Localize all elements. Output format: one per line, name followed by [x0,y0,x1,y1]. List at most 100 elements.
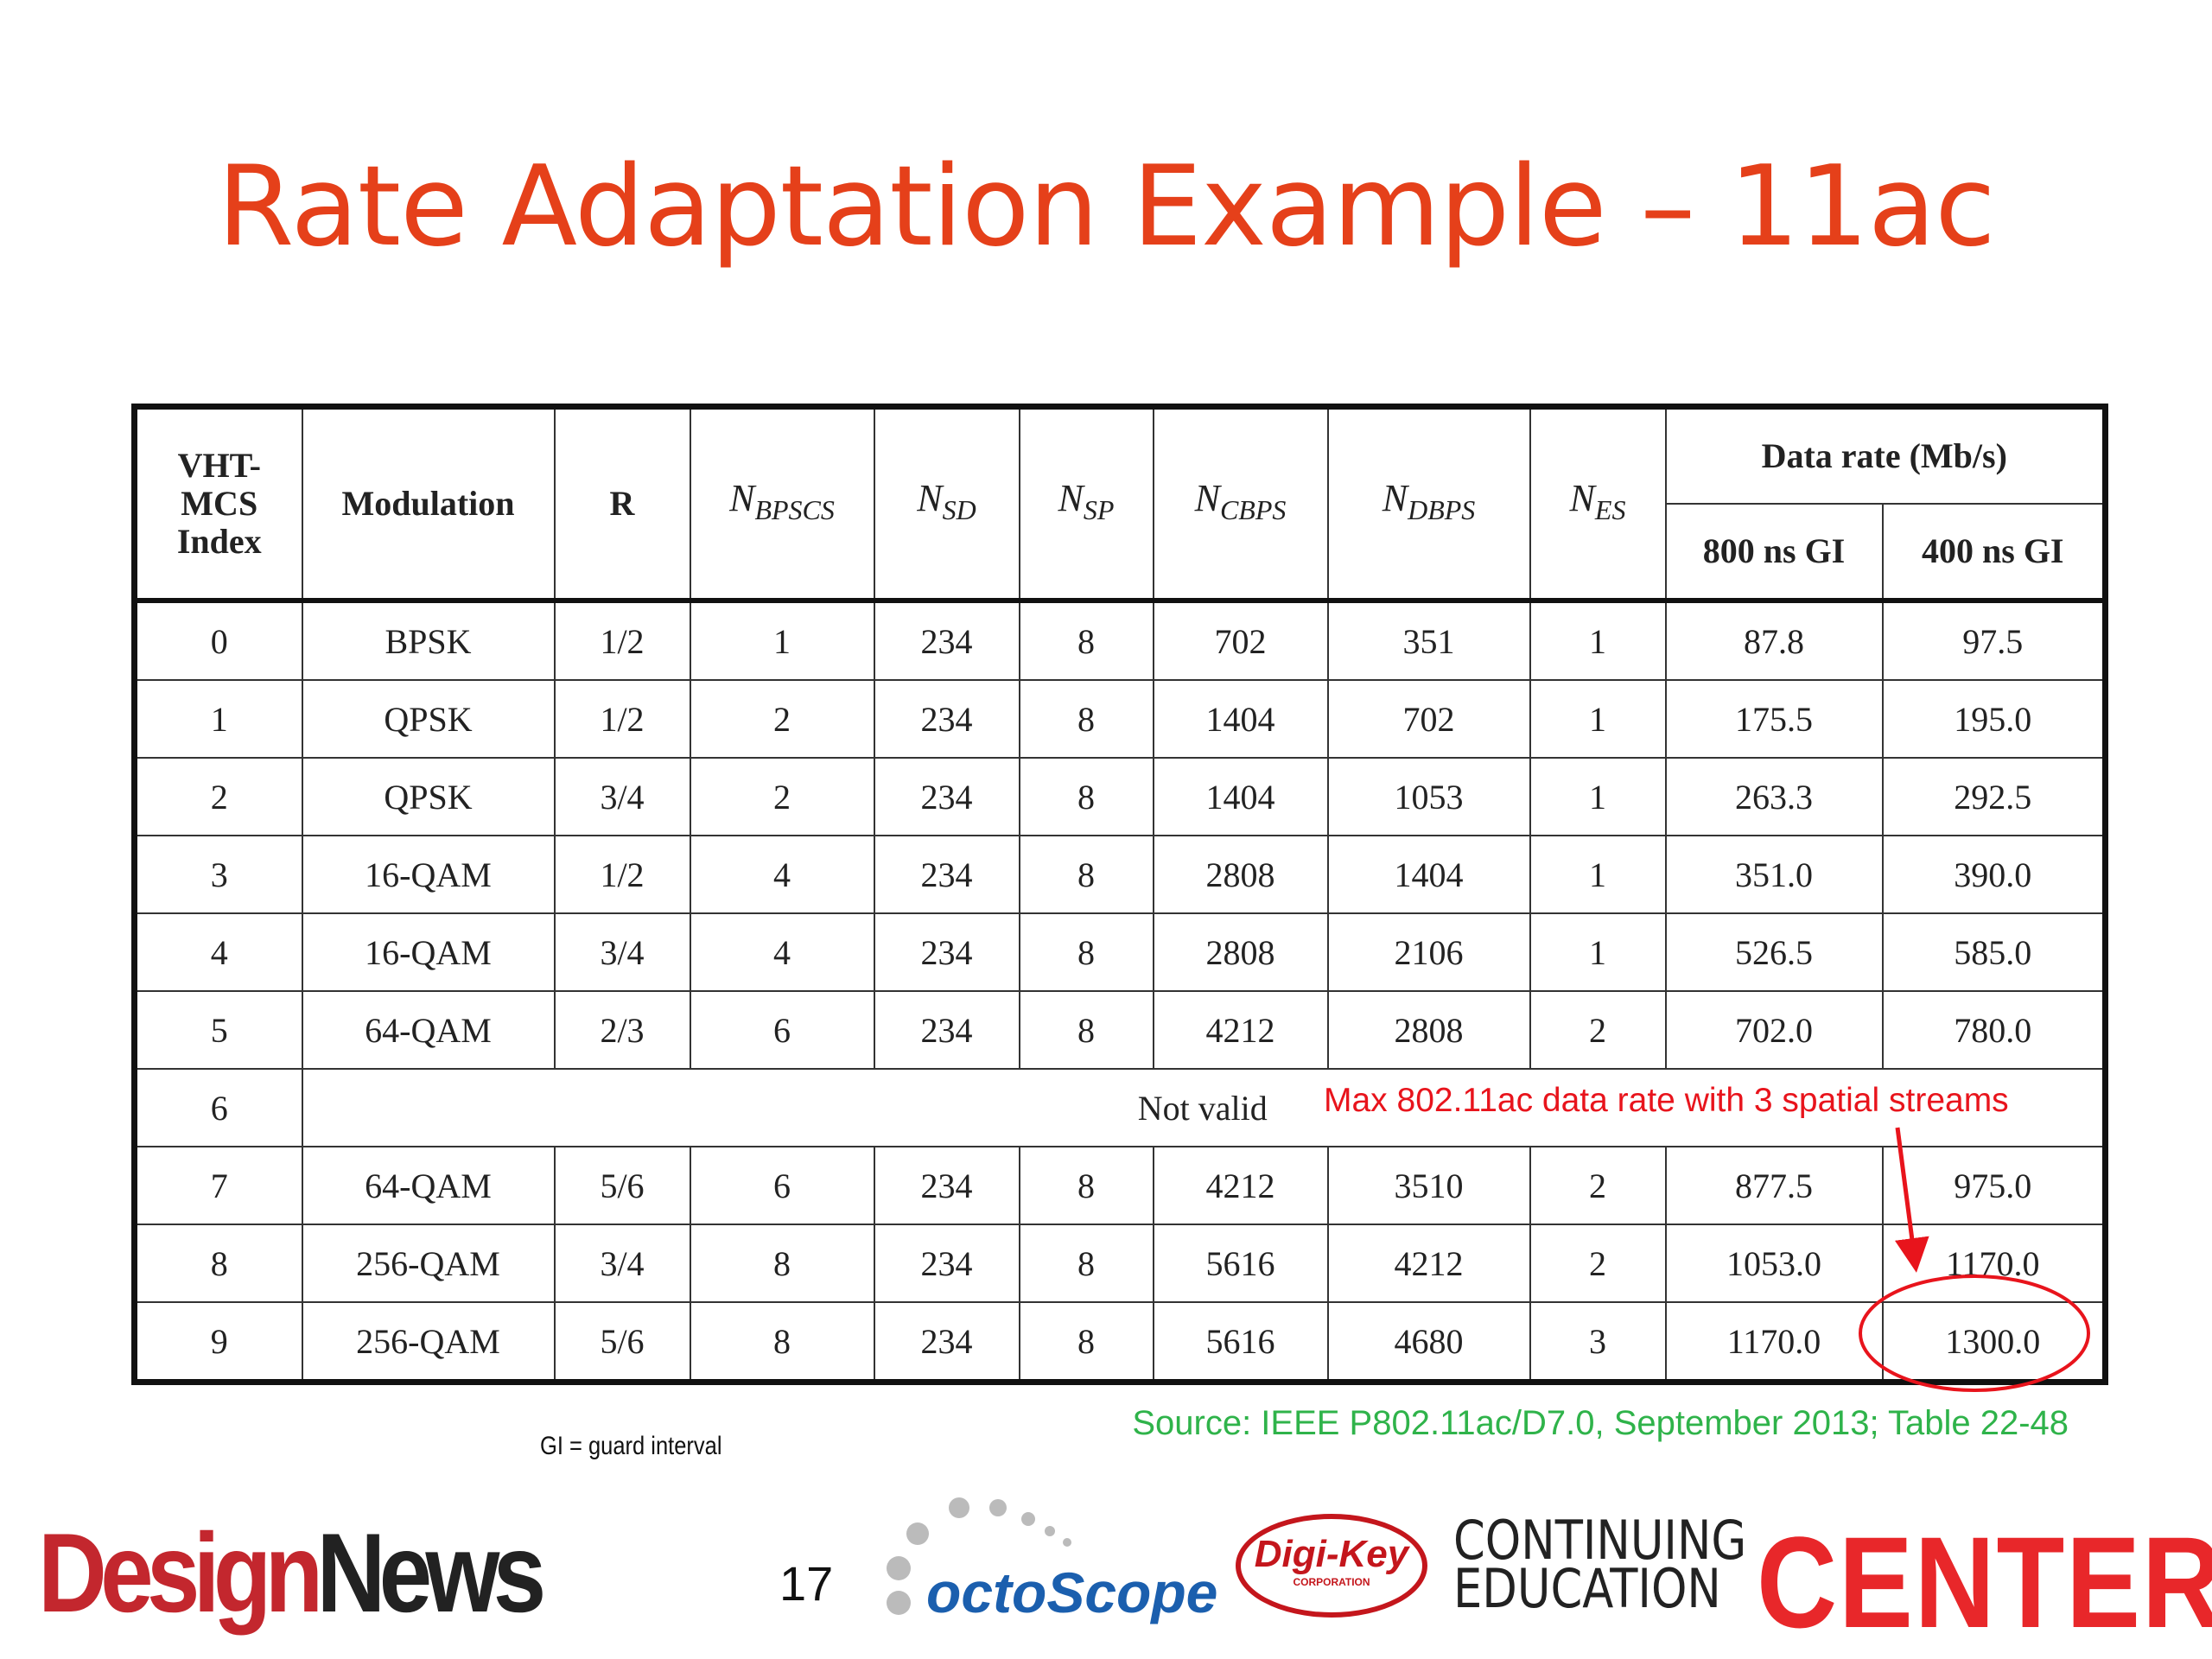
cell: 234 [873,757,1020,836]
cell: 1300.0 [1881,1301,2107,1383]
cell: 5/6 [553,1146,691,1225]
cell: 351 [1326,600,1531,681]
cell: 3/4 [553,757,691,836]
cell: 6 [689,1146,875,1225]
header-sub: CBPS [1219,493,1287,525]
cell: 1 [1529,757,1667,836]
cell: 1404 [1152,679,1329,759]
data-row: 3 16-QAM 1/2 4 234 8 2808 1404 1 351.0 390.0 [133,835,2107,914]
header-main: N [1382,476,1408,519]
cell: 4 [133,912,303,992]
cell: 1 [1529,679,1667,759]
header-line: MCS [181,484,258,523]
cell: 975.0 [1881,1146,2107,1225]
cell: 234 [873,1146,1020,1225]
cell: 2/3 [553,990,691,1070]
header-cell: VHT- MCS Index [133,405,303,603]
designnews-logo: DesignNews [38,1508,546,1637]
cell: 3510 [1326,1146,1531,1225]
cell: 4 [689,835,875,914]
header-cell: Modulation [301,405,556,603]
data-row: 8 256-QAM 3/4 8 234 8 5616 4212 2 1053.0 1170.0 [133,1224,2107,1303]
cell: 2 [1529,990,1667,1070]
subheader-row: 800 ns GI 400 ns GI [135,503,2107,603]
header-text: Modulation [341,484,515,523]
cell: QPSK [301,757,556,836]
cell: 8 [1018,679,1154,759]
cell: 195.0 [1881,679,2107,759]
data-row: 5 64-QAM 2/3 6 234 8 4212 2808 2 702.0 780.0 [133,990,2107,1070]
cell: 87.8 [1664,600,1884,681]
cell: 4212 [1152,1146,1329,1225]
cell: 2808 [1152,835,1329,914]
cell: 6 [133,1068,303,1147]
header-sub: DBPS [1408,493,1476,525]
header-cell: NSD [873,405,1020,603]
cell: 780.0 [1881,990,2107,1070]
header-cell: NSP [1018,405,1154,603]
data-row: 7 64-QAM 5/6 6 234 8 4212 3510 2 877.5 975.0 [133,1146,2107,1225]
cell: 64-QAM [301,1146,556,1225]
cell: 64-QAM [301,990,556,1070]
header-line: VHT- [177,446,261,485]
cell: 1 [689,600,875,681]
cell: 3/4 [553,912,691,992]
highlight-ellipse [1859,1274,2090,1392]
cell: 526.5 [1664,912,1884,992]
cell: 5616 [1152,1224,1329,1303]
center-logo: CENTER [1757,1510,2212,1655]
data-row: 1 QPSK 1/2 2 234 8 1404 702 1 175.5 195.0 [133,679,2107,759]
cell: 2 [133,757,303,836]
page-number: 17 [779,1556,834,1611]
rate-table: VHT- MCS Index Modulation R NBPSCS NSD NSP NCBPS… [131,404,2108,1385]
header-cell: NDBPS [1326,405,1531,603]
data-row: 2 QPSK 3/4 2 234 8 1404 1053 1 263.3 292.5 [133,757,2107,836]
cell: 97.5 [1881,600,2107,681]
cell: 4212 [1326,1224,1531,1303]
header-sub: ES [1594,493,1626,525]
header-sub: BPSCS [754,493,835,525]
cell: 4 [689,912,875,992]
cell: 702 [1326,679,1531,759]
cell: 8 [1018,757,1154,836]
header-text: R [609,484,635,523]
header-cell: NCBPS [1152,405,1329,603]
cell: BPSK [301,600,556,681]
cell: 3 [133,835,303,914]
header-main: N [729,476,755,519]
data-row: 6 Not valid [133,1068,2107,1147]
cell: 2808 [1326,990,1531,1070]
cell: 1 [133,679,303,759]
cell: 234 [873,912,1020,992]
cell: 1053 [1326,757,1531,836]
cell: 16-QAM [301,835,556,914]
header-main: N [1058,476,1084,519]
subheader-cell: 400 ns GI [1881,503,2107,603]
cell: 6 [689,990,875,1070]
digikey-logo: Digi-Key CORPORATION [1236,1514,1427,1618]
octoscope-logo: octoScope [926,1560,1218,1624]
cell: 8 [1018,912,1154,992]
header-row: VHT- MCS Index Modulation R NBPSCS NSD NSP NCBPS… [133,405,2107,603]
cell: 9 [133,1301,303,1383]
cell: 256-QAM [301,1301,556,1383]
ce-logo: CONTINUING EDUCATION [1453,1514,1746,1620]
cell: 8 [133,1224,303,1303]
cell: 2 [689,679,875,759]
cell: 2 [1529,1224,1667,1303]
logo-text: Design [38,1510,323,1636]
logo-text: EDUCATION [1453,1557,1721,1620]
header-main: N [917,476,943,519]
cell: 702.0 [1664,990,1884,1070]
cell: Not valid [301,1068,2107,1147]
cell: QPSK [301,679,556,759]
cell: 1404 [1152,757,1329,836]
cell: 2808 [1152,912,1329,992]
cell: 351.0 [1664,835,1884,914]
data-row: 9 256-QAM 5/6 8 234 8 5616 4680 3 1170.0 1300.0 [133,1301,2107,1383]
cell: 0 [133,600,303,681]
header-cell: NBPSCS [689,405,875,603]
cell: 234 [873,990,1020,1070]
cell: 4212 [1152,990,1329,1070]
